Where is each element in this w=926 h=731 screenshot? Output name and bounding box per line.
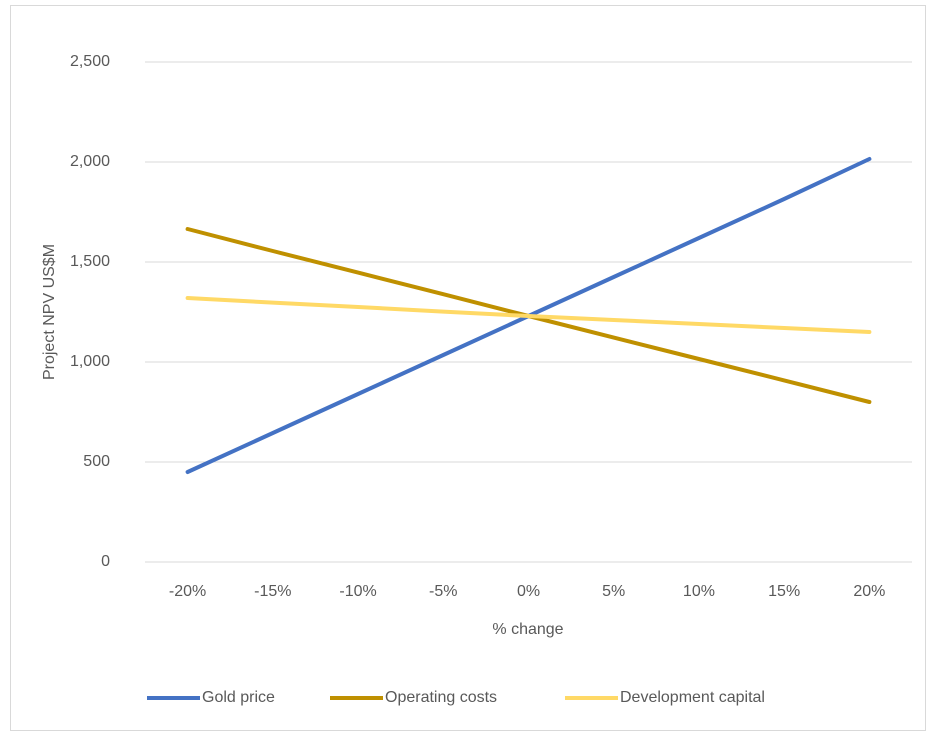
legend-label: Operating costs: [385, 689, 497, 706]
x-tick-label: -5%: [429, 583, 457, 600]
y-tick-label: 1,000: [70, 353, 110, 370]
x-tick-label: 0%: [517, 583, 540, 600]
series-line: [185, 296, 872, 334]
x-tick-label: -10%: [339, 583, 376, 600]
x-axis-title: % change: [492, 621, 563, 638]
x-tick-label: 5%: [602, 583, 625, 600]
y-tick-label: 1,500: [70, 253, 110, 270]
y-axis-title: Project NPV US$M: [41, 244, 58, 380]
x-tick-label: 20%: [853, 583, 885, 600]
legend-label: Gold price: [202, 689, 275, 706]
x-tick-label: 10%: [683, 583, 715, 600]
y-tick-label: 2,000: [70, 153, 110, 170]
y-tick-label: 2,500: [70, 53, 110, 70]
y-tick-label: 0: [101, 553, 110, 570]
legend-label: Development capital: [620, 689, 765, 706]
y-tick-label: 500: [83, 453, 110, 470]
x-tick-label: -20%: [169, 583, 206, 600]
x-tick-label: 15%: [768, 583, 800, 600]
chart-border: [10, 5, 926, 731]
x-tick-label: -15%: [254, 583, 291, 600]
